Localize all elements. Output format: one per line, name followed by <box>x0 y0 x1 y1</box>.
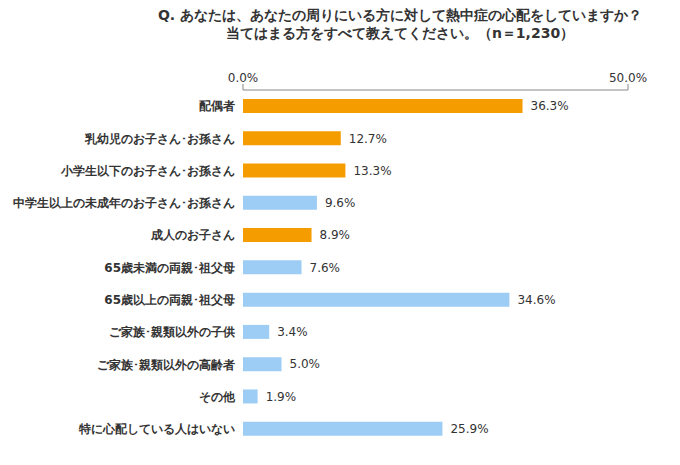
html-text:Q. あなたは、あなたの周りにいる方に対して熱中症の心配をし: Q. あなたは、あなたの周りにいる方に対して熱中症の心配をしていますか？ 当ては… <box>158 7 642 41</box>
svg-text:50.0%: 50.0% <box>609 71 647 85</box>
svg-text:13.3%: 13.3% <box>353 164 391 178</box>
svg-text:特に心配している人はいない: 特に心配している人はいない <box>78 422 235 436</box>
svg-text:7.6%: 7.6% <box>310 261 341 275</box>
svg-text:8.9%: 8.9% <box>320 228 351 242</box>
svg-text:中学生以上の未成年のお子さん･お孫さん: 中学生以上の未成年のお子さん･お孫さん <box>13 196 235 210</box>
svg-text:ご家族･親類以外の高齢者: ご家族･親類以外の高齢者 <box>97 358 235 372</box>
svg-text:ご家族･親類以外の子供: ご家族･親類以外の子供 <box>109 325 235 339</box>
svg-text:12.7%: 12.7% <box>349 132 387 146</box>
svg-text:36.3%: 36.3% <box>531 99 569 113</box>
svg-text:5.0%: 5.0% <box>290 357 321 371</box>
svg-text:9.6%: 9.6% <box>325 196 356 210</box>
svg-text:0.0%: 0.0% <box>228 71 259 85</box>
svg-text:25.9%: 25.9% <box>450 422 488 436</box>
svg-text:1.9%: 1.9% <box>266 390 297 404</box>
svg-text:65歳以上の両親･祖父母: 65歳以上の両親･祖父母 <box>104 293 235 307</box>
svg-text:3.4%: 3.4% <box>277 325 308 339</box>
svg-text:34.6%: 34.6% <box>517 293 555 307</box>
svg-text:65歳未満の両親･祖父母: 65歳未満の両親･祖父母 <box>104 261 235 275</box>
svg-text:乳幼児のお子さん･お孫さん: 乳幼児のお子さん･お孫さん <box>84 132 235 146</box>
svg-text:配偶者: 配偶者 <box>199 99 235 113</box>
svg-text:その他: その他 <box>199 390 236 404</box>
svg-text:小学生以下のお子さん･お孫さん: 小学生以下のお子さん･お孫さん <box>60 164 235 178</box>
svg-text:成人のお子さん: 成人のお子さん <box>150 228 235 242</box>
